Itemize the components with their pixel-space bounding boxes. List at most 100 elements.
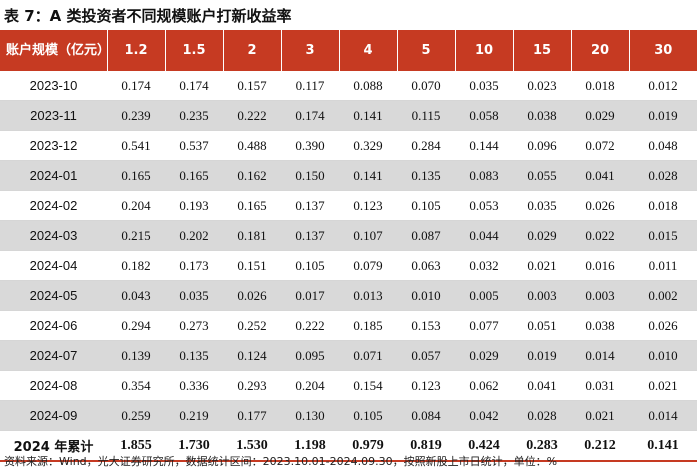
return-value: 0.038 — [513, 100, 571, 131]
return-value: 0.329 — [339, 130, 397, 161]
header-size-3: 3 — [281, 30, 340, 71]
return-value: 0.028 — [629, 160, 697, 191]
return-value: 0.084 — [397, 400, 455, 431]
return-value: 0.017 — [281, 280, 339, 311]
return-value: 0.022 — [571, 220, 629, 251]
return-value: 0.095 — [281, 340, 339, 371]
return-value: 0.031 — [571, 370, 629, 401]
return-value: 0.137 — [281, 220, 339, 251]
table-header-row: 账户规模（亿元） 1.2 1.5 2 3 4 5 10 15 20 30 — [0, 30, 697, 71]
table-body: 2023-10 0.174 0.174 0.157 0.117 0.088 0.070 0.0… — [0, 71, 697, 462]
return-value: 0.174 — [165, 71, 223, 101]
return-value: 0.141 — [339, 100, 397, 131]
table-row: 2024-04 0.182 0.173 0.151 0.105 0.079 0.063 0.0… — [0, 250, 697, 281]
return-value: 0.014 — [629, 400, 697, 431]
total-value: 0.141 — [629, 430, 697, 462]
row-date: 2023-11 — [0, 100, 107, 131]
row-date: 2023-12 — [0, 130, 107, 161]
return-value: 0.273 — [165, 310, 223, 341]
total-value: 1.198 — [281, 430, 339, 462]
return-value: 0.204 — [107, 190, 165, 221]
return-value: 0.144 — [455, 130, 513, 161]
return-value: 0.010 — [629, 340, 697, 371]
return-value: 0.117 — [281, 71, 339, 101]
return-value: 0.252 — [223, 310, 281, 341]
return-value: 0.010 — [397, 280, 455, 311]
return-value: 0.135 — [397, 160, 455, 191]
return-value: 0.115 — [397, 100, 455, 131]
return-value: 0.162 — [223, 160, 281, 191]
return-value: 0.139 — [107, 340, 165, 371]
return-value: 0.013 — [339, 280, 397, 311]
header-size-5: 5 — [397, 30, 456, 71]
return-value: 0.041 — [513, 370, 571, 401]
return-value: 0.018 — [571, 71, 629, 101]
return-value: 0.150 — [281, 160, 339, 191]
return-value: 0.023 — [513, 71, 571, 101]
return-value: 0.077 — [455, 310, 513, 341]
return-value: 0.105 — [339, 400, 397, 431]
return-value: 0.021 — [629, 370, 697, 401]
return-value: 0.035 — [455, 71, 513, 101]
return-value: 0.215 — [107, 220, 165, 251]
source-footnote: 资料来源：Wind，光大证券研究所，数据统计区间：2023.10.01-2024… — [4, 455, 558, 468]
return-value: 0.182 — [107, 250, 165, 281]
row-date: 2024-01 — [0, 160, 107, 191]
return-value: 0.016 — [571, 250, 629, 281]
table-row: 2023-11 0.239 0.235 0.222 0.174 0.141 0.115 0.0… — [0, 100, 697, 131]
row-date: 2024-02 — [0, 190, 107, 221]
return-value: 0.354 — [107, 370, 165, 401]
return-value: 0.202 — [165, 220, 223, 251]
return-value: 0.015 — [629, 220, 697, 251]
return-value: 0.072 — [571, 130, 629, 161]
table-row: 2024-08 0.354 0.336 0.293 0.204 0.154 0.123 0.0… — [0, 370, 697, 401]
return-value: 0.019 — [513, 340, 571, 371]
header-size-20: 20 — [571, 30, 630, 71]
table-row: 2024-01 0.165 0.165 0.162 0.150 0.141 0.135 0.0… — [0, 160, 697, 191]
return-value: 0.390 — [281, 130, 339, 161]
return-value: 0.259 — [107, 400, 165, 431]
table-row: 2024-05 0.043 0.035 0.026 0.017 0.013 0.010 0.0… — [0, 280, 697, 311]
total-value: 0.283 — [513, 430, 571, 462]
return-value: 0.055 — [513, 160, 571, 191]
return-value: 0.151 — [223, 250, 281, 281]
return-value: 0.193 — [165, 190, 223, 221]
return-value: 0.204 — [281, 370, 339, 401]
return-value: 0.042 — [455, 400, 513, 431]
return-value: 0.105 — [397, 190, 455, 221]
total-value: 1.730 — [165, 430, 223, 462]
header-size-30: 30 — [629, 30, 697, 71]
return-value: 0.087 — [397, 220, 455, 251]
return-value: 0.177 — [223, 400, 281, 431]
return-value: 0.003 — [513, 280, 571, 311]
return-value: 0.488 — [223, 130, 281, 161]
row-date: 2024-07 — [0, 340, 107, 371]
return-value: 0.029 — [571, 100, 629, 131]
return-value: 0.057 — [397, 340, 455, 371]
total-value: 0.212 — [571, 430, 629, 462]
return-value: 0.181 — [223, 220, 281, 251]
return-value: 0.032 — [455, 250, 513, 281]
return-value: 0.123 — [339, 190, 397, 221]
returns-table: 账户规模（亿元） 1.2 1.5 2 3 4 5 10 15 20 30 2023-10 0.174 0… — [0, 30, 697, 462]
return-value: 0.165 — [223, 190, 281, 221]
return-value: 0.293 — [223, 370, 281, 401]
return-value: 0.019 — [629, 100, 697, 131]
return-value: 0.537 — [165, 130, 223, 161]
return-value: 0.002 — [629, 280, 697, 311]
return-value: 0.070 — [397, 71, 455, 101]
page-title: 表 7：A 类投资者不同规模账户打新收益率 — [4, 7, 292, 25]
return-value: 0.239 — [107, 100, 165, 131]
return-value: 0.174 — [281, 100, 339, 131]
total-label: 2024 年累计 — [0, 430, 107, 462]
row-date: 2024-08 — [0, 370, 107, 401]
return-value: 0.222 — [281, 310, 339, 341]
return-value: 0.005 — [455, 280, 513, 311]
return-value: 0.048 — [629, 130, 697, 161]
return-value: 0.088 — [339, 71, 397, 101]
return-value: 0.222 — [223, 100, 281, 131]
return-value: 0.058 — [455, 100, 513, 131]
return-value: 0.079 — [339, 250, 397, 281]
table-row: 2024-09 0.259 0.219 0.177 0.130 0.105 0.084 0.0… — [0, 400, 697, 431]
table-row: 2024-02 0.204 0.193 0.165 0.137 0.123 0.105 0.0… — [0, 190, 697, 221]
